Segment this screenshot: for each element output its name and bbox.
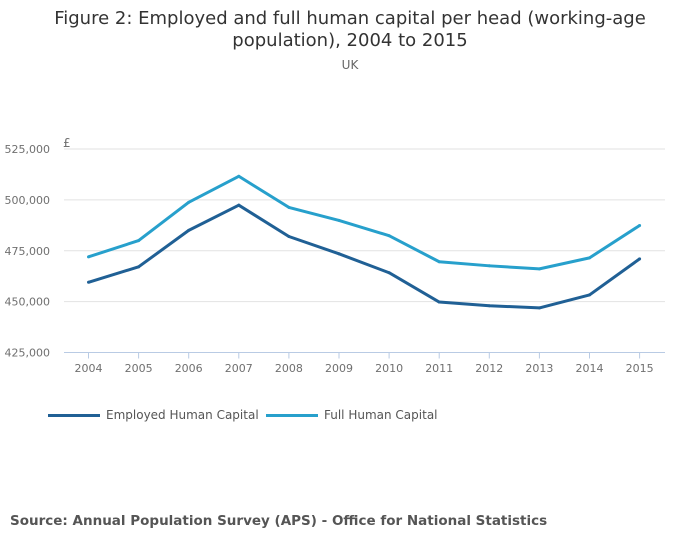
- x-tick-label: 2011: [425, 362, 453, 375]
- data-point: [137, 265, 141, 269]
- data-point: [337, 252, 341, 256]
- x-tick-label: 2010: [375, 362, 403, 375]
- data-point: [287, 205, 291, 209]
- chart-subtitle: UK: [341, 58, 359, 72]
- x-tick-label: 2014: [576, 362, 604, 375]
- data-point: [487, 264, 491, 268]
- data-point: [237, 203, 241, 207]
- data-point: [588, 256, 591, 260]
- legend-swatch: [48, 413, 100, 417]
- data-point: [237, 174, 241, 178]
- y-tick-label: 450,000: [5, 296, 51, 309]
- chart-title: Figure 2: Employed and full human capita…: [54, 8, 646, 51]
- data-point: [638, 224, 642, 228]
- series-line-employed: [88, 203, 641, 310]
- y-tick-label: 425,000: [5, 347, 51, 360]
- data-point: [287, 235, 291, 239]
- data-point: [437, 260, 441, 264]
- data-point: [87, 255, 90, 259]
- x-tick-label: 2012: [475, 362, 503, 375]
- data-point: [537, 267, 541, 271]
- data-point: [437, 300, 441, 304]
- legend-label: Full Human Capital: [324, 408, 438, 422]
- x-tick-label: 2004: [75, 362, 103, 375]
- legend-item-full: Full Human Capital: [266, 408, 438, 422]
- data-point: [487, 304, 491, 308]
- legend-swatch: [266, 413, 318, 417]
- legend-item-employed: Employed Human Capital: [48, 408, 259, 422]
- source-note: Source: Annual Population Survey (APS) -…: [10, 513, 548, 529]
- series-line-full: [88, 174, 641, 271]
- y-tick-label: 525,000: [5, 143, 51, 156]
- x-tick-label: 2009: [325, 362, 353, 375]
- data-point: [387, 271, 391, 275]
- data-point: [337, 218, 341, 222]
- line-chart: £ 425,000 450,000 475,000 500,000 525,000 20…: [5, 136, 665, 375]
- data-point: [187, 200, 191, 204]
- x-tick-label: 2005: [125, 362, 153, 375]
- x-tick-label: 2008: [275, 362, 303, 375]
- data-point: [87, 280, 90, 284]
- y-tick-label: 475,000: [5, 245, 51, 258]
- x-tick-label: 2015: [626, 362, 654, 375]
- data-point: [387, 234, 391, 238]
- data-point: [537, 306, 541, 310]
- x-tick-label: 2007: [225, 362, 253, 375]
- y-axis-unit: £: [63, 136, 71, 150]
- y-tick-label: 500,000: [5, 194, 51, 207]
- data-point: [187, 228, 191, 232]
- x-tick-label: 2006: [175, 362, 203, 375]
- x-tick-label: 2013: [525, 362, 553, 375]
- data-point: [638, 257, 642, 261]
- data-point: [588, 293, 591, 297]
- legend-label: Employed Human Capital: [106, 408, 259, 422]
- data-point: [137, 239, 141, 243]
